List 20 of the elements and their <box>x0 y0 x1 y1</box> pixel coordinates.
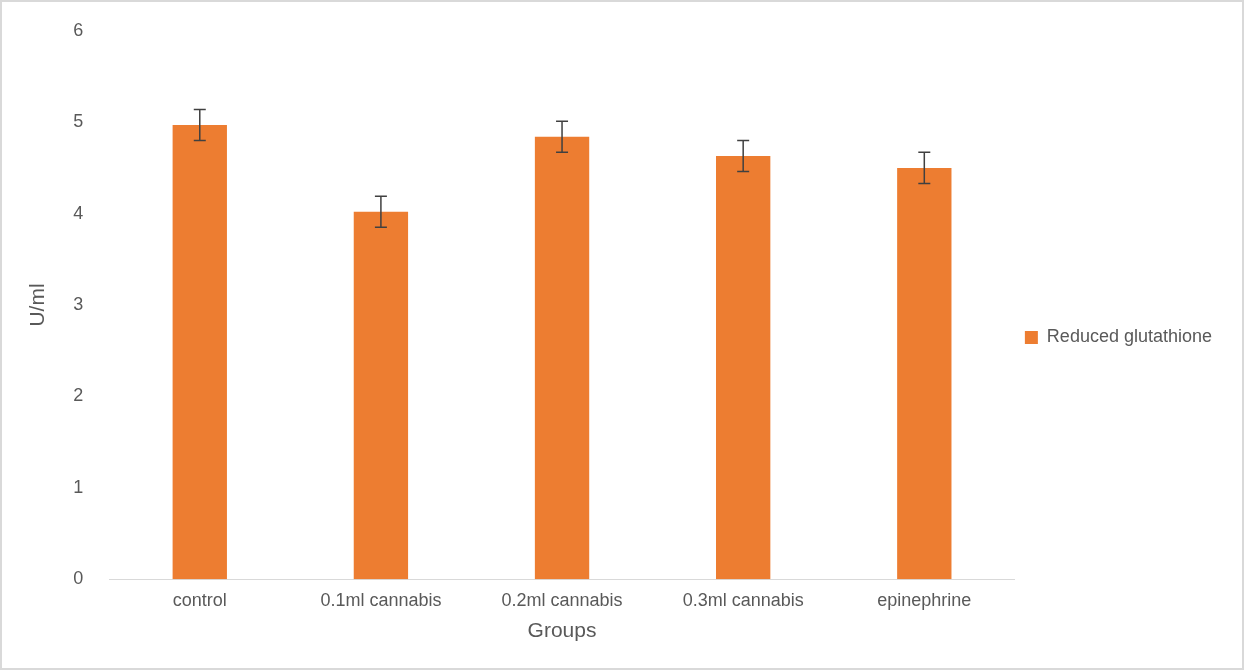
y-tick-label: 2 <box>73 385 84 406</box>
bar <box>534 136 590 580</box>
y-tick-label: 4 <box>73 202 84 223</box>
y-tick-label: 0 <box>73 568 84 589</box>
x-tick-label: 0.3ml cannabis <box>682 589 804 610</box>
y-tick-label: 3 <box>73 293 84 314</box>
bar <box>897 167 952 580</box>
y-tick-label: 5 <box>73 111 84 132</box>
bar <box>172 124 227 580</box>
x-tick-label: 0.2ml cannabis <box>501 589 623 610</box>
y-tick-label: 6 <box>73 19 84 40</box>
legend-label: Reduced glutathione <box>1046 326 1213 347</box>
x-axis-title: Groups <box>527 618 597 642</box>
x-tick-label: 0.1ml cannabis <box>320 589 442 610</box>
x-tick-label: epinephrine <box>877 589 972 610</box>
x-tick-label: control <box>172 589 227 610</box>
y-tick-label: 1 <box>73 476 84 497</box>
bar <box>353 211 409 580</box>
y-axis-title: U/ml <box>25 283 49 327</box>
bar <box>716 156 771 580</box>
